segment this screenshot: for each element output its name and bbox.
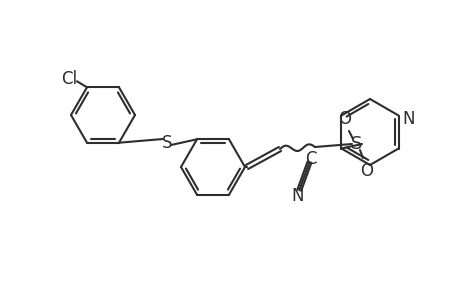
Text: C: C xyxy=(304,150,316,168)
Text: N: N xyxy=(291,187,303,205)
Text: S: S xyxy=(351,135,362,153)
Text: N: N xyxy=(402,110,414,128)
Text: O: O xyxy=(360,162,373,180)
Text: O: O xyxy=(338,110,351,128)
Text: Cl: Cl xyxy=(61,70,77,88)
Text: S: S xyxy=(162,134,172,152)
